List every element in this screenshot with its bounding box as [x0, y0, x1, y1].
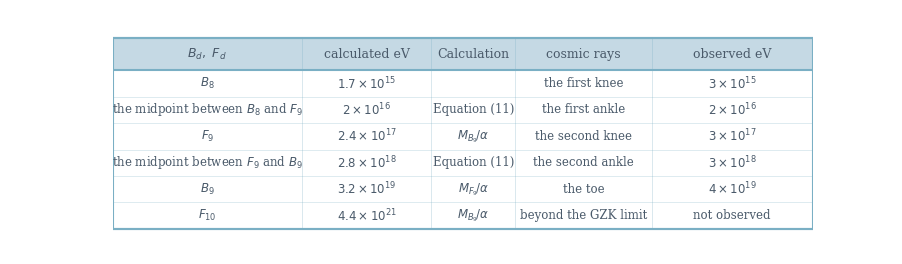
Text: $3 \times 10^{17}$: $3 \times 10^{17}$ [707, 128, 756, 145]
Text: $B_9$: $B_9$ [199, 182, 215, 197]
Text: $2.4 \times 10^{17}$: $2.4 \times 10^{17}$ [336, 128, 396, 145]
Text: $3 \times 10^{18}$: $3 \times 10^{18}$ [707, 154, 756, 171]
Text: the second knee: the second knee [534, 130, 631, 143]
Text: $M_{B_9}\!/\alpha$: $M_{B_9}\!/\alpha$ [457, 207, 489, 224]
Text: $B_8$: $B_8$ [199, 76, 215, 91]
Text: $F_{10}$: $F_{10}$ [198, 208, 216, 223]
Text: $3.2 \times 10^{19}$: $3.2 \times 10^{19}$ [336, 181, 396, 197]
Text: not observed: not observed [693, 209, 770, 222]
Text: cosmic rays: cosmic rays [546, 48, 621, 60]
Text: $B_d,\ F_d$: $B_d,\ F_d$ [188, 46, 227, 62]
Text: $M_{B_9}\!/\alpha$: $M_{B_9}\!/\alpha$ [457, 128, 489, 145]
Text: the second ankle: the second ankle [532, 156, 633, 169]
Text: observed eV: observed eV [692, 48, 770, 60]
Text: $4 \times 10^{19}$: $4 \times 10^{19}$ [707, 181, 756, 197]
Text: Equation (11): Equation (11) [432, 103, 513, 116]
Text: $M_{F_9}\!/\alpha$: $M_{F_9}\!/\alpha$ [457, 181, 488, 197]
Text: $3 \times 10^{15}$: $3 \times 10^{15}$ [707, 75, 756, 92]
Text: Equation (11): Equation (11) [432, 156, 513, 169]
Text: the toe: the toe [562, 183, 603, 196]
Text: the midpoint between $F_9$ and $B_9$: the midpoint between $F_9$ and $B_9$ [112, 154, 302, 171]
Text: $2.8 \times 10^{18}$: $2.8 \times 10^{18}$ [336, 154, 396, 171]
Text: beyond the GZK limit: beyond the GZK limit [520, 209, 647, 222]
Text: the midpoint between $B_8$ and $F_9$: the midpoint between $B_8$ and $F_9$ [112, 101, 302, 119]
Bar [113, 38, 812, 70]
Text: $1.7 \times 10^{15}$: $1.7 \times 10^{15}$ [336, 75, 396, 92]
Text: calculated eV: calculated eV [323, 48, 409, 60]
Text: $2 \times 10^{16}$: $2 \times 10^{16}$ [342, 102, 391, 118]
Text: the first knee: the first knee [543, 77, 622, 90]
Text: Calculation: Calculation [437, 48, 509, 60]
Text: the first ankle: the first ankle [541, 103, 624, 116]
Text: $2 \times 10^{16}$: $2 \times 10^{16}$ [707, 102, 756, 118]
Text: $F_9$: $F_9$ [200, 129, 214, 144]
Text: $4.4 \times 10^{21}$: $4.4 \times 10^{21}$ [336, 207, 396, 224]
